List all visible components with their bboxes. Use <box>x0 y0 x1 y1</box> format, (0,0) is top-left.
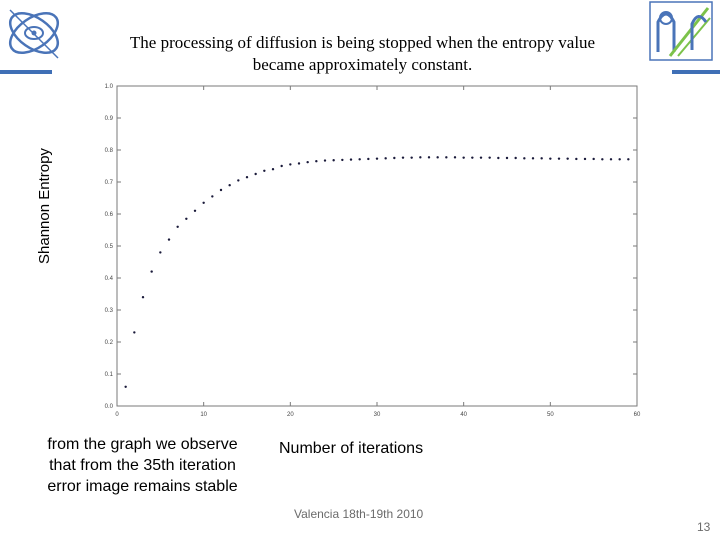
data-point <box>245 176 249 179</box>
data-point <box>549 157 552 160</box>
data-point <box>228 184 231 187</box>
data-point <box>592 157 595 161</box>
data-point <box>193 209 197 212</box>
data-point <box>332 159 335 162</box>
data-point <box>167 238 171 241</box>
observation-note-line: that from the 35th iteration <box>49 457 236 474</box>
data-point <box>185 217 188 220</box>
data-point <box>367 157 370 161</box>
footer-text: Valencia 18th-19th 2010 <box>294 507 424 521</box>
data-point <box>566 157 569 160</box>
data-point <box>349 158 353 161</box>
slide-title-line: The processing of diffusion is being sto… <box>129 33 596 52</box>
data-point <box>133 331 136 334</box>
x-tick-label: 40 <box>460 412 467 418</box>
data-point <box>150 270 153 273</box>
data-point <box>479 156 483 159</box>
institution-logo <box>640 0 720 70</box>
accent-bar-right <box>672 70 720 74</box>
observation-note: from the graph we observe that from the … <box>30 434 255 497</box>
project-logo <box>0 0 72 70</box>
page-number: 13 <box>697 520 711 534</box>
data-point <box>445 156 448 159</box>
data-point <box>358 158 361 161</box>
data-point <box>263 169 266 172</box>
data-point <box>609 158 613 161</box>
x-tick-label: 20 <box>287 412 294 418</box>
y-tick-label: 0.5 <box>105 244 114 250</box>
slide-title: The processing of diffusion is being sto… <box>100 32 625 76</box>
y-tick-label: 0.2 <box>105 340 114 346</box>
data-point <box>583 157 587 161</box>
data-point <box>289 163 292 166</box>
x-tick-label: 0 <box>115 412 119 418</box>
data-point <box>306 160 309 164</box>
data-point <box>427 156 431 159</box>
data-point <box>375 157 379 160</box>
y-tick-label: 0.8 <box>105 148 114 154</box>
y-tick-label: 0.7 <box>105 180 114 186</box>
data-point <box>453 156 457 159</box>
plot-frame <box>116 85 638 407</box>
data-point <box>627 158 630 161</box>
accent-bar-left <box>0 70 52 74</box>
data-point <box>384 157 387 160</box>
data-point <box>219 188 223 192</box>
y-tick-label: 0.3 <box>105 308 114 314</box>
y-tick-label: 0.0 <box>105 404 114 410</box>
y-tick-label: 0.9 <box>105 116 114 122</box>
data-point <box>315 160 318 163</box>
data-point <box>531 157 535 160</box>
data-point <box>488 156 491 159</box>
data-point <box>237 179 240 182</box>
data-point <box>540 157 543 160</box>
data-point <box>462 156 465 159</box>
data-point <box>514 156 517 160</box>
data-point <box>271 168 275 171</box>
y-tick-label: 1.0 <box>105 84 114 90</box>
data-point <box>141 296 145 299</box>
data-point <box>471 156 474 159</box>
data-point <box>280 164 283 168</box>
slide-title-line: became approximately constant. <box>252 55 473 74</box>
x-axis-label: Number of iterations <box>279 440 424 457</box>
data-point <box>254 172 257 176</box>
x-tick-label: 60 <box>634 412 641 418</box>
data-point <box>505 156 509 160</box>
x-tick-label: 30 <box>374 412 381 418</box>
data-point <box>557 157 561 160</box>
entropy-chart: 0 10 20 30 40 50 60 0.0 0.1 0.2 0.3 0.4 0.5 0.6 0.7 0.8… <box>105 84 641 418</box>
observation-note-line: error image remains stable <box>47 478 238 495</box>
data-point <box>124 385 127 388</box>
data-point <box>601 158 604 161</box>
data-point <box>410 156 413 159</box>
data-point <box>523 157 526 160</box>
y-tick-label: 0.4 <box>105 276 114 282</box>
y-tick-label: 0.1 <box>105 372 114 378</box>
data-point <box>341 158 344 162</box>
x-tick-label: 50 <box>547 412 554 418</box>
data-point <box>618 158 621 161</box>
data-point <box>401 156 405 159</box>
data-point <box>159 251 162 254</box>
data-point <box>393 156 396 160</box>
y-tick-label: 0.6 <box>105 212 114 218</box>
data-point <box>419 156 422 159</box>
data-point <box>176 225 179 228</box>
data-point <box>211 195 214 198</box>
data-point <box>323 159 327 162</box>
data-point <box>436 156 439 159</box>
y-axis-label: Shannon Entropy <box>36 148 53 264</box>
observation-note-line: from the graph we observe <box>47 436 238 453</box>
x-tick-label: 10 <box>200 412 207 418</box>
data-point <box>202 201 205 204</box>
data-point <box>575 157 578 161</box>
data-point <box>297 162 301 165</box>
data-point <box>497 156 500 160</box>
